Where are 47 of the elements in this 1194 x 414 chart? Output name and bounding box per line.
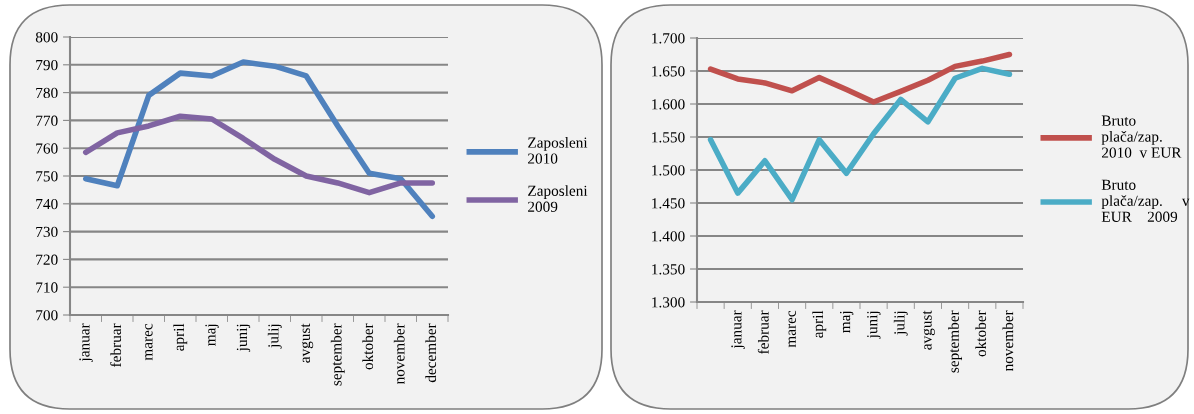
x-tick-label: november [1002, 310, 1014, 372]
x-tick-label: januar [731, 310, 745, 349]
y-tick-label: 1.550 [652, 132, 685, 143]
x-tick-label: april [812, 310, 827, 338]
y-tick-label: 1.500 [652, 165, 685, 176]
x-tick-label: oktober [975, 310, 987, 357]
x-tick-label: november [393, 323, 405, 385]
x-tick-label: december [425, 323, 437, 383]
legend-label: Zaposleni 2009 [528, 185, 588, 212]
y-tick-label: 1.400 [652, 231, 685, 242]
legend-label: Zaposleni 2010 [528, 137, 588, 164]
y-tick-label: 700 [36, 310, 58, 321]
x-tick-label: marec [788, 310, 796, 348]
y-tick-label: 1.450 [652, 198, 685, 209]
x-tick-label: maj [205, 324, 219, 346]
y-tick-label: 1.350 [652, 264, 685, 275]
x-tick-label: julij [893, 311, 908, 336]
y-tick-label: 1.300 [652, 297, 685, 308]
y-tick-label: 710 [36, 282, 58, 293]
x-tick-label: februar [110, 323, 122, 367]
y-tick-label: 1.700 [652, 33, 685, 44]
x-tick-label: april [173, 323, 188, 351]
x-tick-label: januar [79, 323, 93, 362]
x-tick-label: september [948, 310, 963, 373]
y-tick-label: 800 [35, 32, 58, 43]
y-tick-label: 1.650 [652, 66, 685, 77]
y-tick-label: 780 [36, 87, 58, 99]
x-tick-label: september [330, 323, 345, 386]
y-tick-label: 1.600 [652, 99, 685, 110]
y-tick-label: 790 [36, 59, 58, 71]
x-tick-label: avgust [922, 310, 935, 350]
y-tick-label: 720 [36, 254, 58, 265]
y-tick-label: 730 [36, 226, 58, 238]
x-tick-label: februar [757, 310, 769, 354]
x-tick-label: junij [236, 324, 251, 352]
y-tick-label: 770 [36, 115, 58, 126]
legend-label: Bruto plača/zap. v EUR 2009 [1101, 179, 1190, 222]
x-tick-label: avgust [301, 323, 314, 363]
y-tick-label: 740 [36, 198, 58, 210]
y-tick-label: 750 [36, 171, 58, 182]
x-tick-label: julij [267, 324, 282, 349]
x-tick-label: junij [867, 311, 881, 339]
x-tick-label: maj [839, 311, 854, 333]
legend-label: Bruto plača/zap. 2010 v EUR [1101, 115, 1182, 158]
x-tick-label: oktober [362, 323, 374, 370]
x-tick-label: marec [145, 323, 153, 361]
y-tick-label: 760 [36, 143, 58, 154]
